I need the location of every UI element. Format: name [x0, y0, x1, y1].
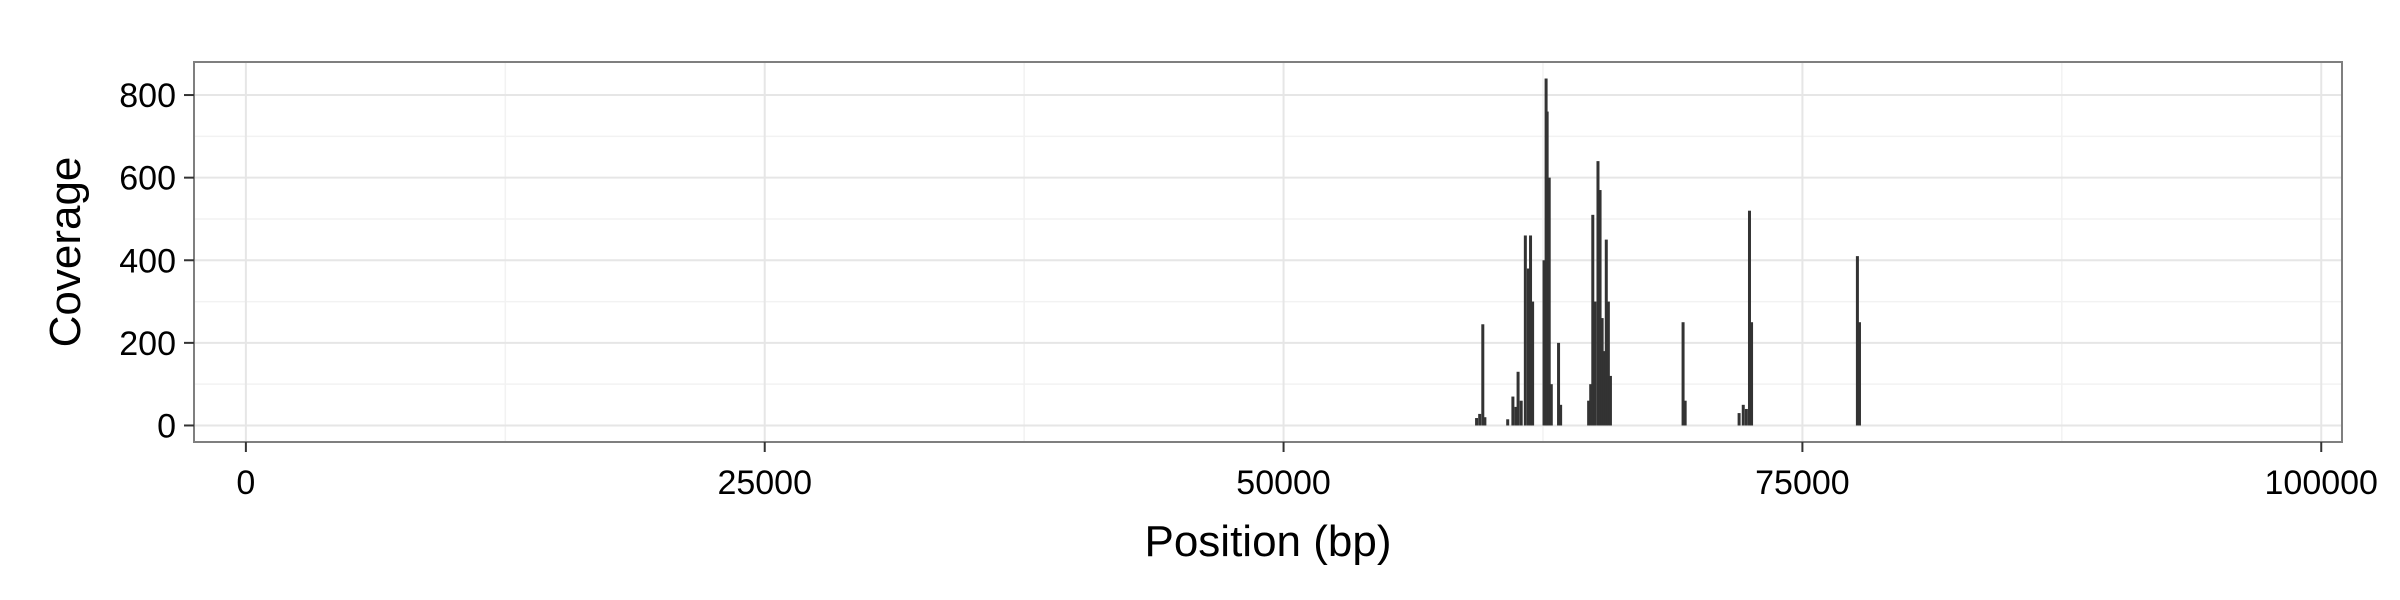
x-axis-ticks: 0 25000 50000 75000 100000: [236, 442, 2378, 502]
y-tick-label: 400: [119, 242, 176, 280]
coverage-bars: [1475, 78, 1861, 426]
y-tick-label: 0: [157, 407, 176, 445]
coverage-bar: [1587, 400, 1591, 426]
coverage-bar: [1683, 400, 1687, 426]
coverage-bar: [1608, 375, 1612, 426]
coverage-bar: [1596, 161, 1600, 426]
coverage-bar: [1547, 177, 1551, 426]
panel-border: [193, 61, 2343, 443]
coverage-bar: [1481, 324, 1485, 426]
coverage-bar: [1589, 384, 1593, 426]
coverage-bar: [1542, 260, 1546, 426]
coverage-bar: [1602, 351, 1606, 426]
y-tick-label: 600: [119, 160, 176, 198]
y-tick-label: 800: [119, 77, 176, 115]
x-tick-label: 50000: [1236, 464, 1331, 502]
coverage-bar: [1531, 301, 1535, 426]
coverage-bar: [1559, 404, 1563, 426]
coverage-bar: [1514, 406, 1518, 426]
coverage-bar: [1519, 400, 1523, 426]
minor-gridlines: [194, 62, 2342, 442]
x-tick-label: 100000: [2265, 464, 2378, 502]
coverage-bar: [1744, 408, 1748, 426]
y-axis-title: Coverage: [41, 157, 90, 348]
coverage-bar: [1606, 301, 1610, 426]
coverage-bar: [1600, 318, 1604, 426]
coverage-bar: [1478, 413, 1482, 426]
coverage-bar: [1593, 301, 1597, 426]
coverage-bar: [1483, 417, 1487, 426]
coverage-bar: [1681, 322, 1685, 426]
coverage-bar: [1475, 418, 1479, 426]
coverage-bar: [1526, 268, 1530, 426]
major-gridlines: [194, 62, 2342, 442]
coverage-bar: [1549, 384, 1553, 426]
coverage-bar: [1857, 322, 1861, 426]
coverage-bar: [1855, 256, 1859, 426]
coverage-bar: [1737, 413, 1741, 426]
x-tick-label: 75000: [1755, 464, 1850, 502]
coverage-bar: [1604, 239, 1608, 426]
coverage-bar: [1741, 404, 1745, 426]
x-tick-label: 25000: [717, 464, 812, 502]
coverage-bar: [1529, 235, 1533, 426]
coverage-bar: [1591, 214, 1595, 426]
coverage-bar: [1511, 396, 1515, 426]
y-tick-label: 200: [119, 325, 176, 363]
coverage-bar: [1750, 322, 1754, 426]
y-axis-ticks: 0 200 400 600 800: [119, 77, 194, 445]
x-axis-title: Position (bp): [1144, 517, 1391, 566]
coverage-bar: [1516, 371, 1520, 426]
coverage-bar: [1523, 235, 1527, 426]
x-tick-label: 0: [236, 464, 255, 502]
coverage-bar: [1506, 419, 1510, 426]
coverage-bar: [1747, 210, 1751, 426]
coverage-bar: [1545, 111, 1549, 426]
coverage-bar: [1557, 342, 1561, 426]
coverage-bar: [1598, 190, 1602, 426]
